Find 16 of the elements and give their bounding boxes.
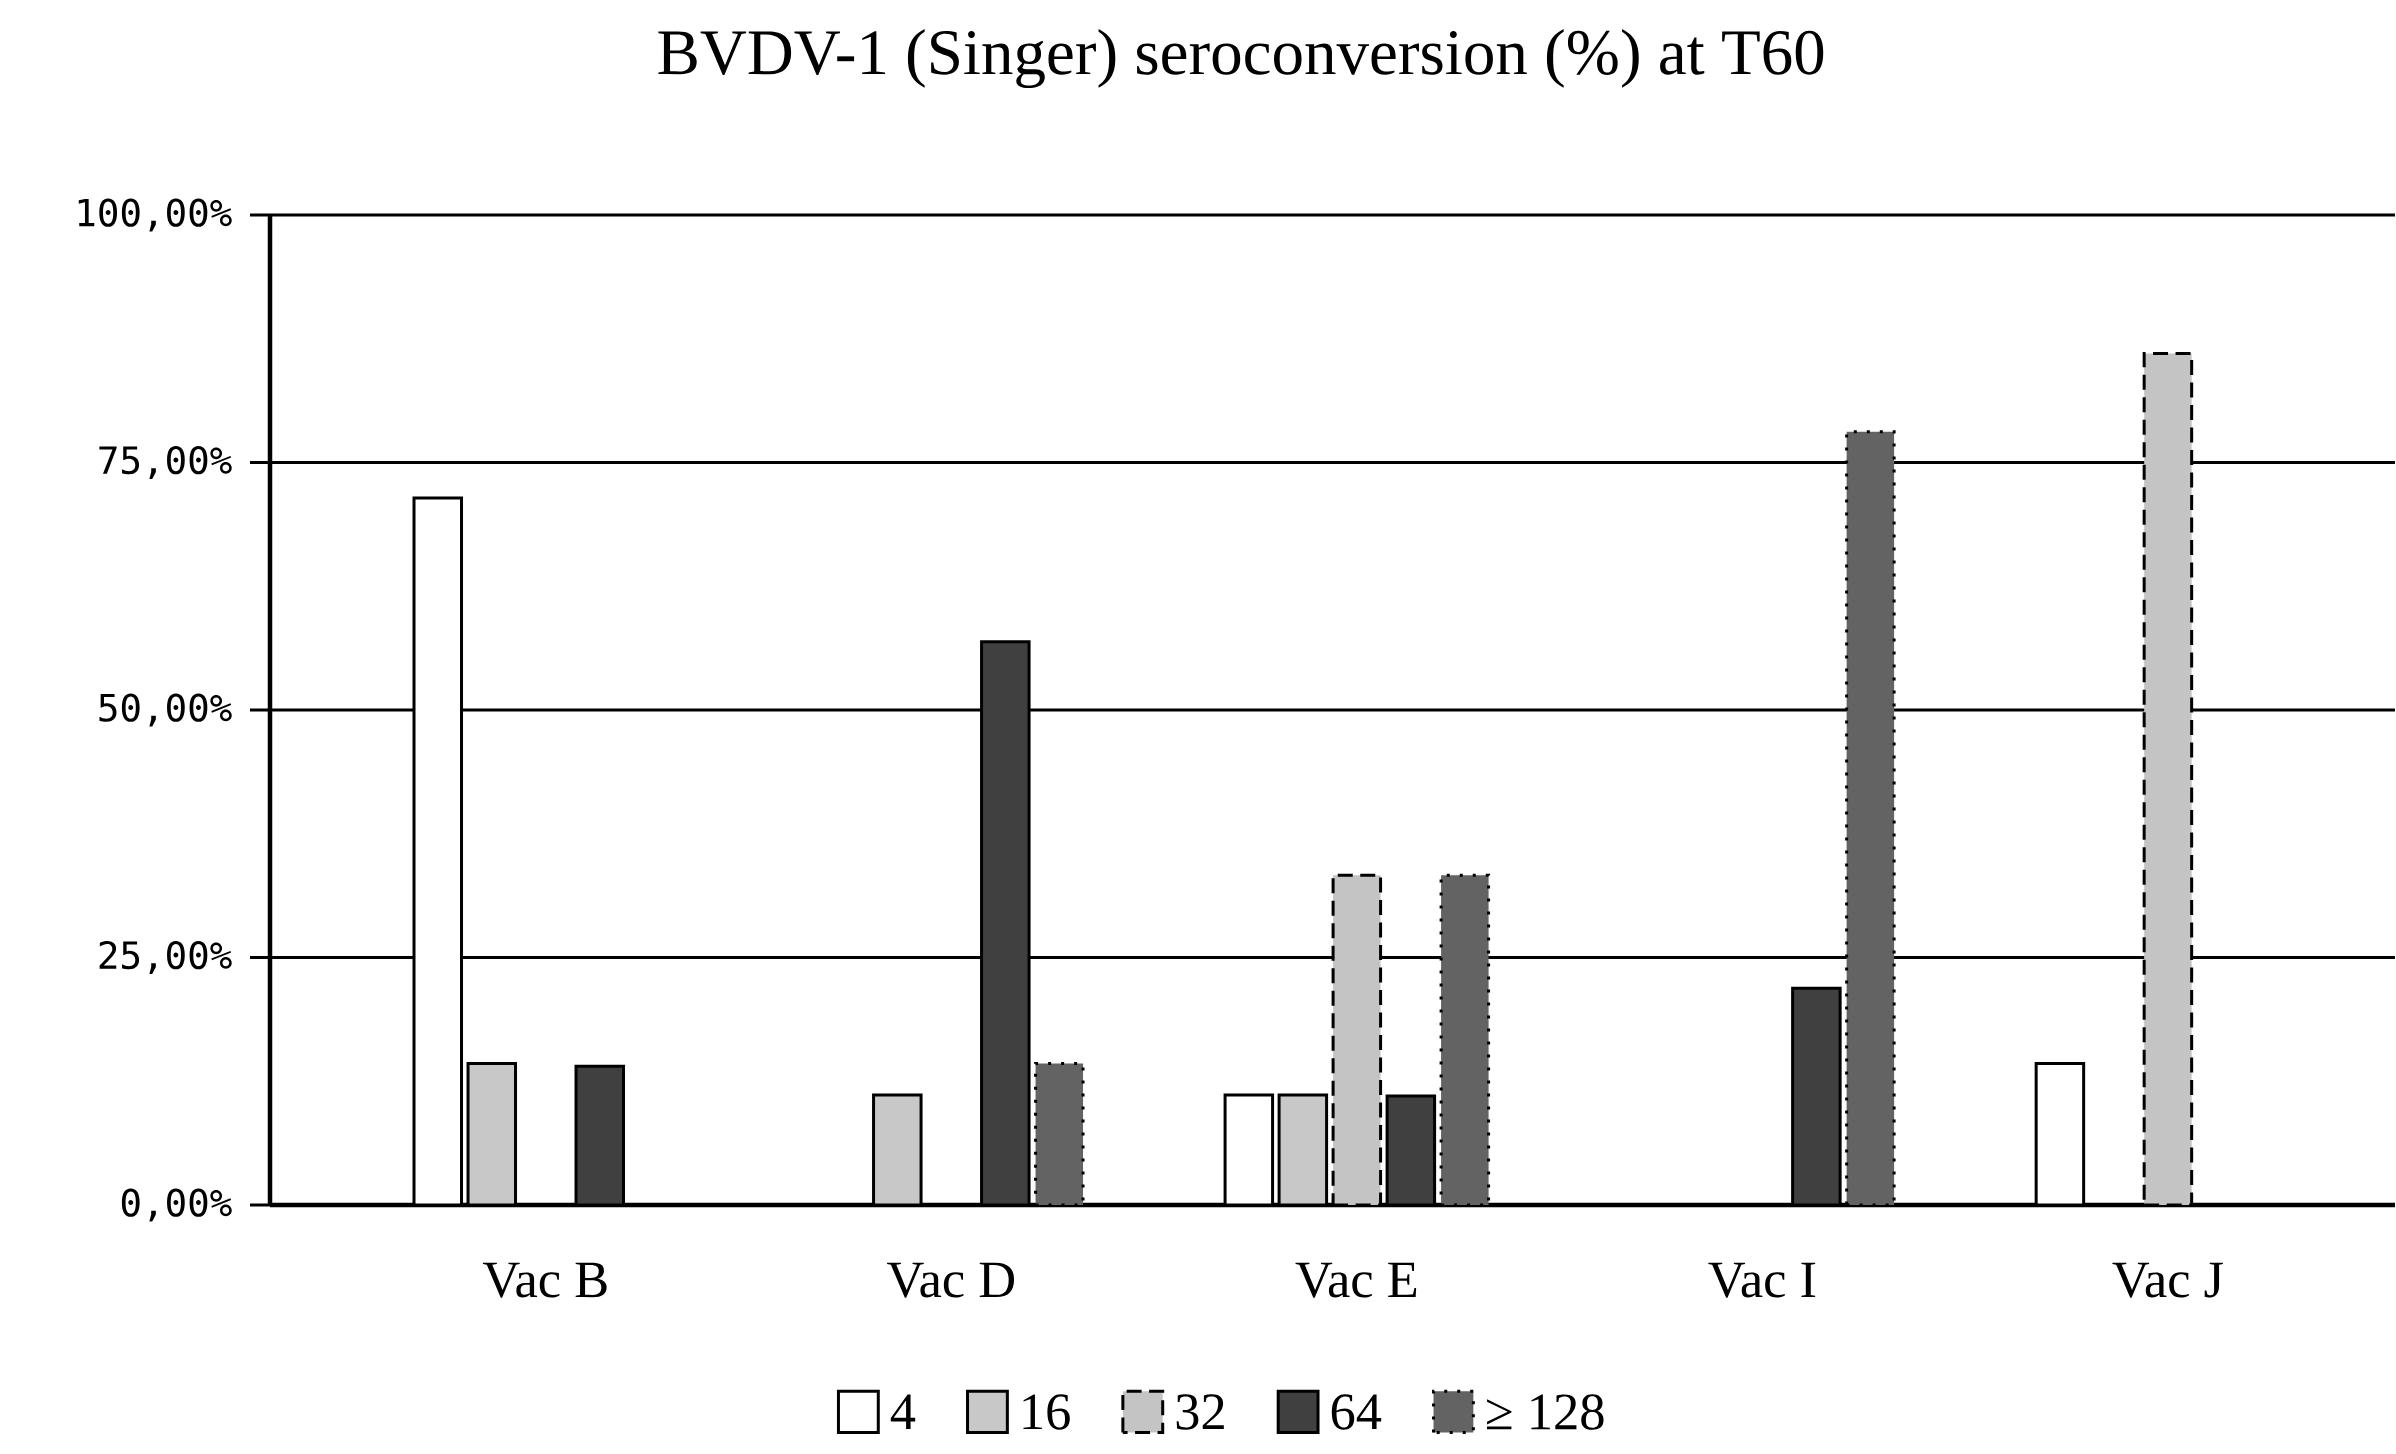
legend-label: 64 [1331,1394,1382,1430]
legend-label: 4 [890,1394,916,1430]
y-tick-label: 75,00% [99,445,232,480]
x-tick-label: Vac D [887,1262,1015,1298]
chart-title: BVDV-1 (Singer) seroconversion (%) at T60 [658,29,1824,89]
y-tick-label: 50,00% [99,693,232,727]
legend-label: 32 [1176,1394,1224,1430]
x-tick-label: Vac J [2112,1262,2223,1298]
x-tick-label: Vac B [482,1262,607,1298]
x-tick-label: Vac E [1295,1262,1417,1298]
x-tick-label: Vac I [1708,1262,1816,1298]
y-tick-label: 25,00% [99,940,232,975]
y-tick-label: 100,00% [78,198,232,232]
legend-label: 16 [1023,1394,1070,1430]
y-tick-label: 0,00% [121,1188,232,1222]
legend-label: ≥ 128 [1486,1394,1604,1430]
